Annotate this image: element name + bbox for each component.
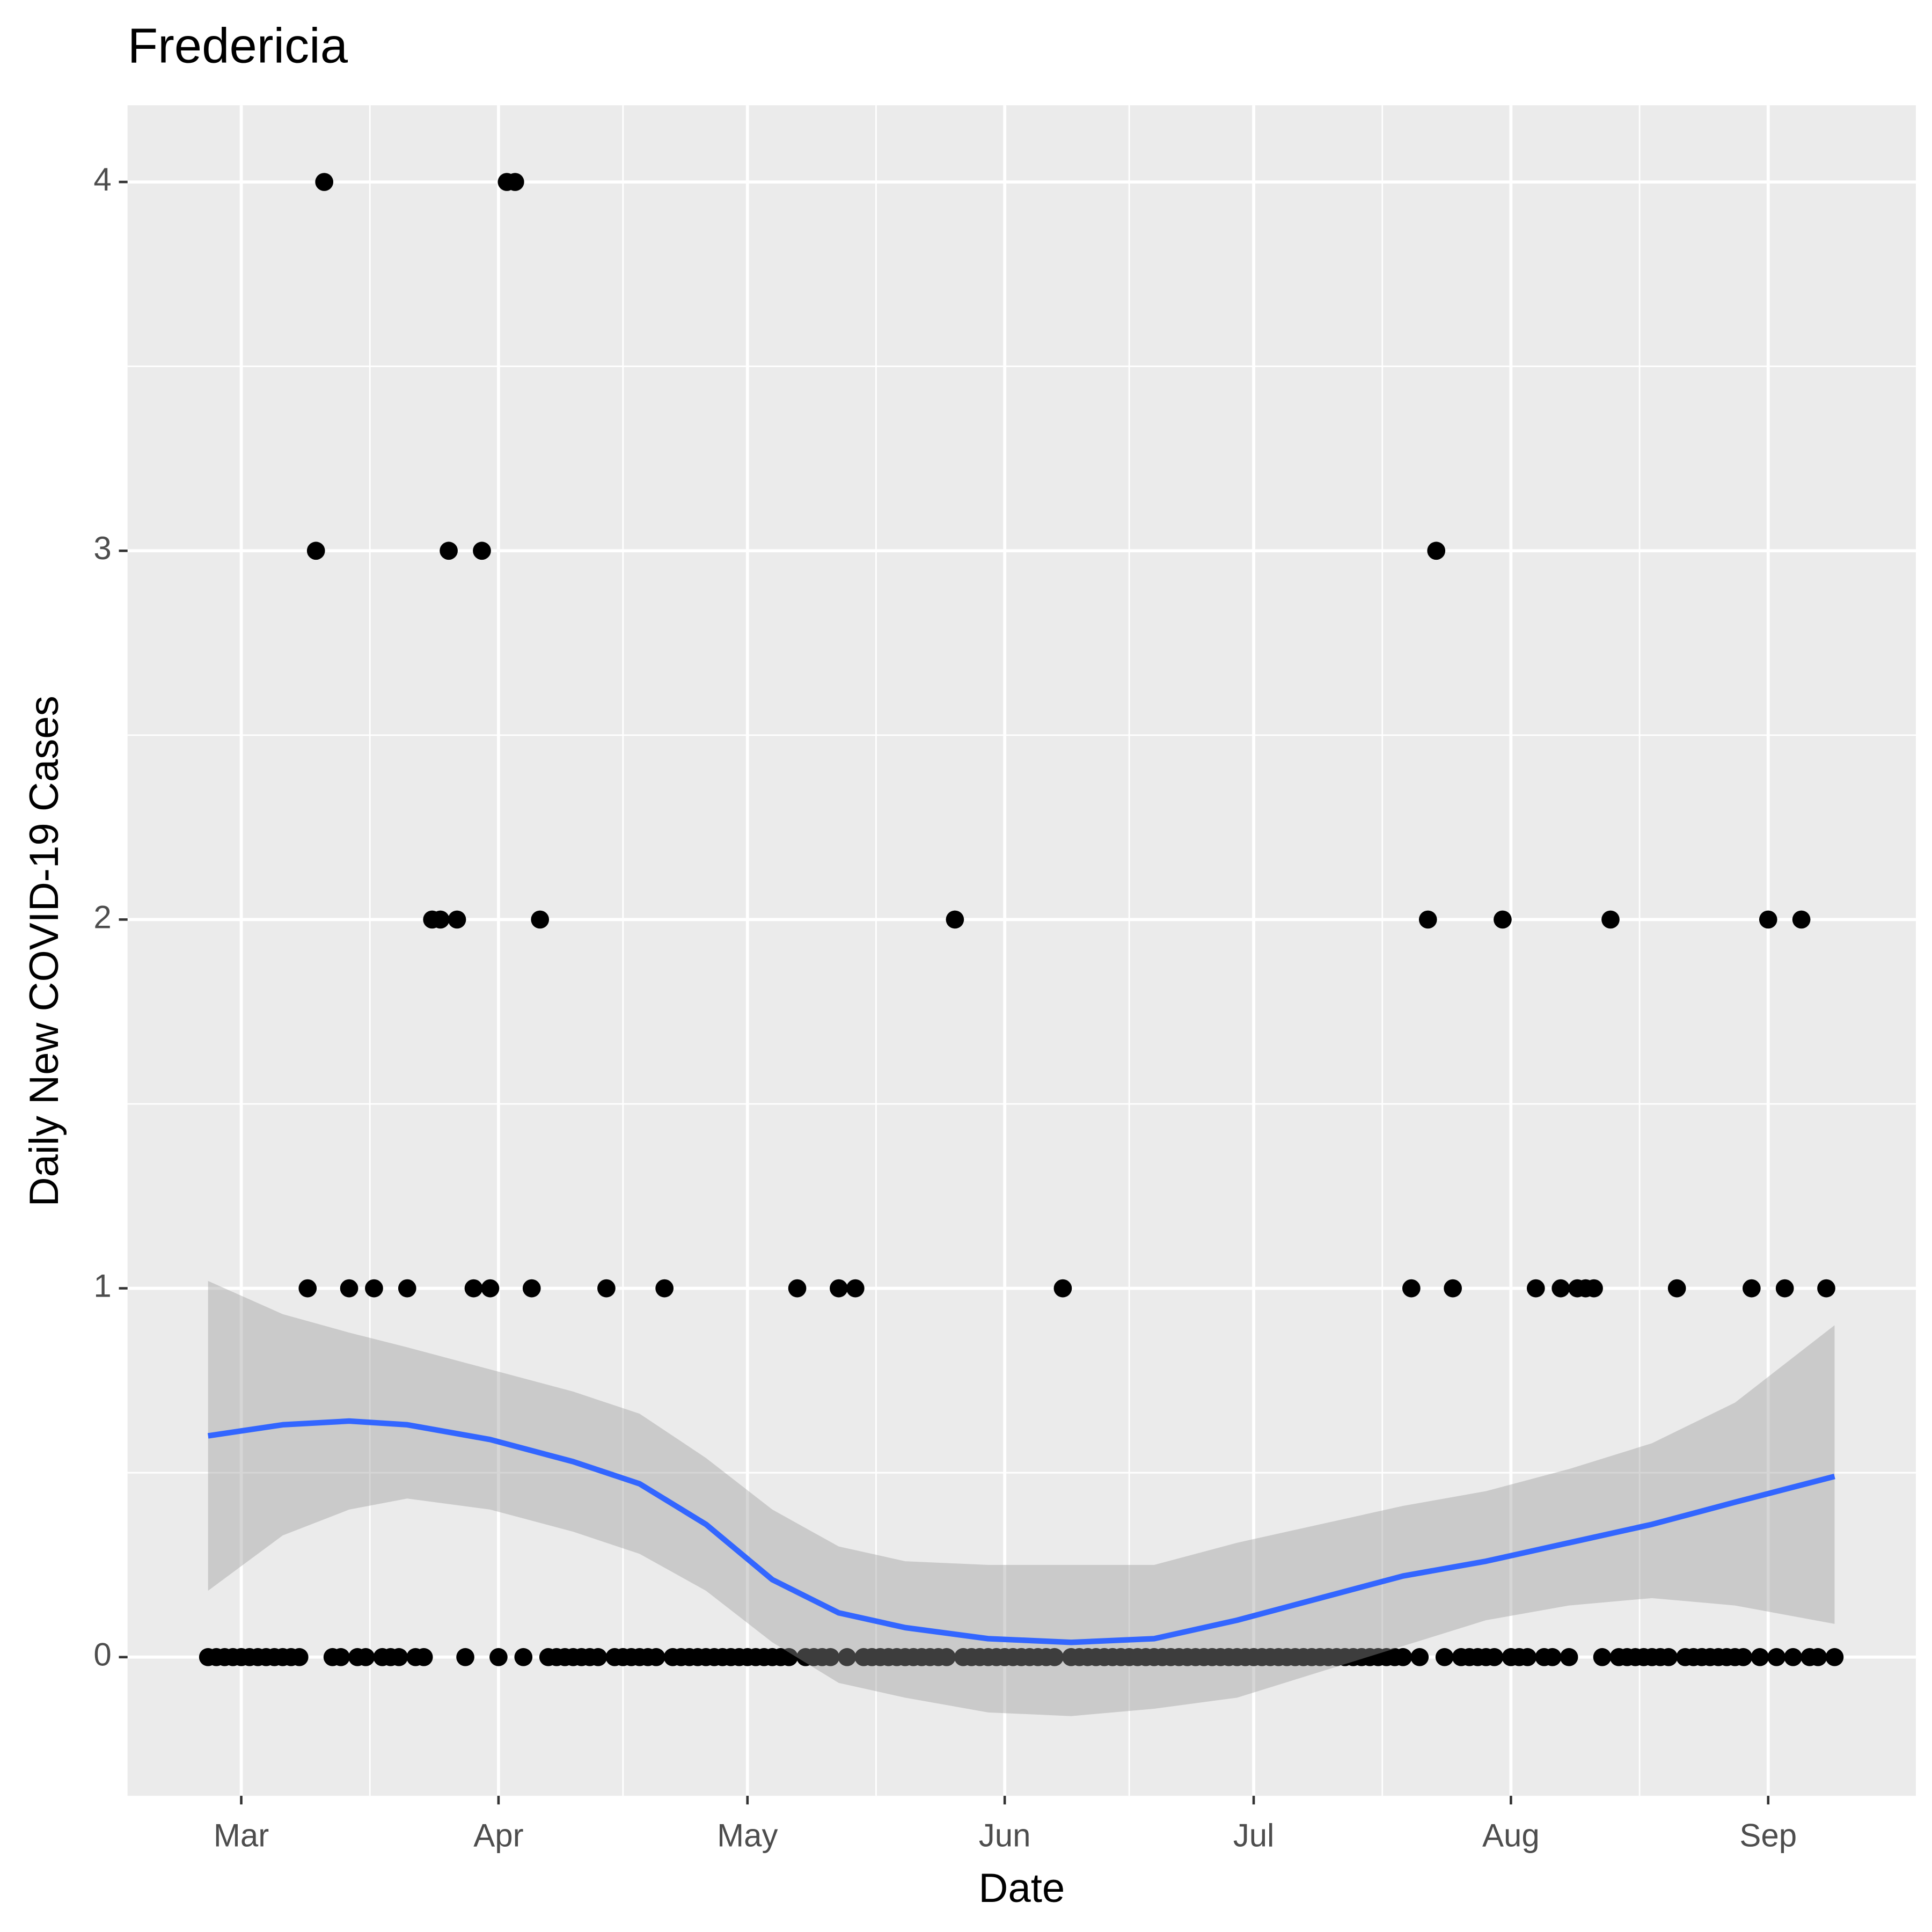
- point: [1601, 910, 1620, 929]
- point: [1418, 910, 1437, 929]
- point: [1667, 1279, 1686, 1298]
- point: [1427, 541, 1446, 560]
- point: [597, 1279, 616, 1298]
- y-tick-label: 1: [93, 1268, 111, 1304]
- point: [506, 173, 524, 191]
- point: [332, 1648, 350, 1666]
- point: [448, 910, 466, 929]
- point: [390, 1648, 408, 1666]
- y-tick-label: 2: [93, 899, 111, 935]
- point: [473, 541, 491, 560]
- x-tick-label: Apr: [473, 1817, 523, 1853]
- point: [464, 1279, 483, 1298]
- point: [1751, 1648, 1769, 1666]
- y-axis-title: Daily New COVID-19 Cases: [21, 696, 67, 1206]
- point: [514, 1648, 533, 1666]
- x-tick-label: Aug: [1482, 1817, 1540, 1853]
- point: [414, 1648, 433, 1666]
- x-tick-label: Jul: [1233, 1817, 1275, 1853]
- point: [440, 541, 458, 560]
- point: [1792, 910, 1811, 929]
- point: [340, 1279, 358, 1298]
- point: [1518, 1648, 1537, 1666]
- point: [1817, 1279, 1835, 1298]
- point: [846, 1279, 865, 1298]
- x-tick-label: May: [717, 1817, 778, 1853]
- point: [780, 1648, 798, 1666]
- point: [788, 1279, 807, 1298]
- point: [1775, 1279, 1794, 1298]
- point: [398, 1279, 416, 1298]
- point: [655, 1279, 674, 1298]
- smooth-line: [207, 1418, 1835, 1645]
- point: [456, 1648, 474, 1666]
- point: [1394, 1648, 1413, 1666]
- point: [1045, 1648, 1064, 1666]
- point: [1444, 1279, 1462, 1298]
- y-tick-label: 0: [93, 1637, 111, 1673]
- y-tick-label: 3: [93, 530, 111, 566]
- point: [1825, 1648, 1844, 1666]
- point: [1560, 1648, 1578, 1666]
- point: [306, 541, 325, 560]
- point: [431, 910, 450, 929]
- point: [1593, 1648, 1612, 1666]
- point: [356, 1648, 375, 1666]
- point: [1485, 1648, 1504, 1666]
- point: [838, 1648, 857, 1666]
- point: [290, 1648, 309, 1666]
- point: [1053, 1279, 1072, 1298]
- point: [1759, 910, 1777, 929]
- point: [481, 1279, 500, 1298]
- point: [298, 1279, 317, 1298]
- point: [1767, 1648, 1786, 1666]
- point: [531, 910, 550, 929]
- point: [946, 910, 964, 929]
- point: [821, 1648, 840, 1666]
- point: [1543, 1648, 1562, 1666]
- point: [365, 1279, 383, 1298]
- point: [830, 1279, 848, 1298]
- point: [522, 1279, 541, 1298]
- x-axis-title: Date: [978, 1865, 1065, 1911]
- point: [1742, 1279, 1761, 1298]
- point: [315, 173, 334, 191]
- point: [647, 1648, 665, 1666]
- point: [938, 1648, 956, 1666]
- point: [1494, 910, 1512, 929]
- point: [1784, 1648, 1802, 1666]
- point: [1809, 1648, 1827, 1666]
- x-tick-label: Mar: [214, 1817, 269, 1853]
- confidence-band: [208, 1280, 1835, 1716]
- x-tick-label: Sep: [1739, 1817, 1797, 1853]
- point: [489, 1648, 508, 1666]
- chart-title: Fredericia: [128, 18, 348, 74]
- x-tick-label: Jun: [979, 1817, 1031, 1853]
- point: [1734, 1648, 1753, 1666]
- point: [1585, 1279, 1603, 1298]
- point: [1435, 1648, 1454, 1666]
- point: [1402, 1279, 1421, 1298]
- point: [1659, 1648, 1678, 1666]
- panel: [127, 105, 1916, 1796]
- point: [1526, 1279, 1545, 1298]
- point: [1410, 1648, 1429, 1666]
- point: [589, 1648, 608, 1666]
- y-tick-label: 4: [93, 162, 111, 197]
- point: [1552, 1279, 1570, 1298]
